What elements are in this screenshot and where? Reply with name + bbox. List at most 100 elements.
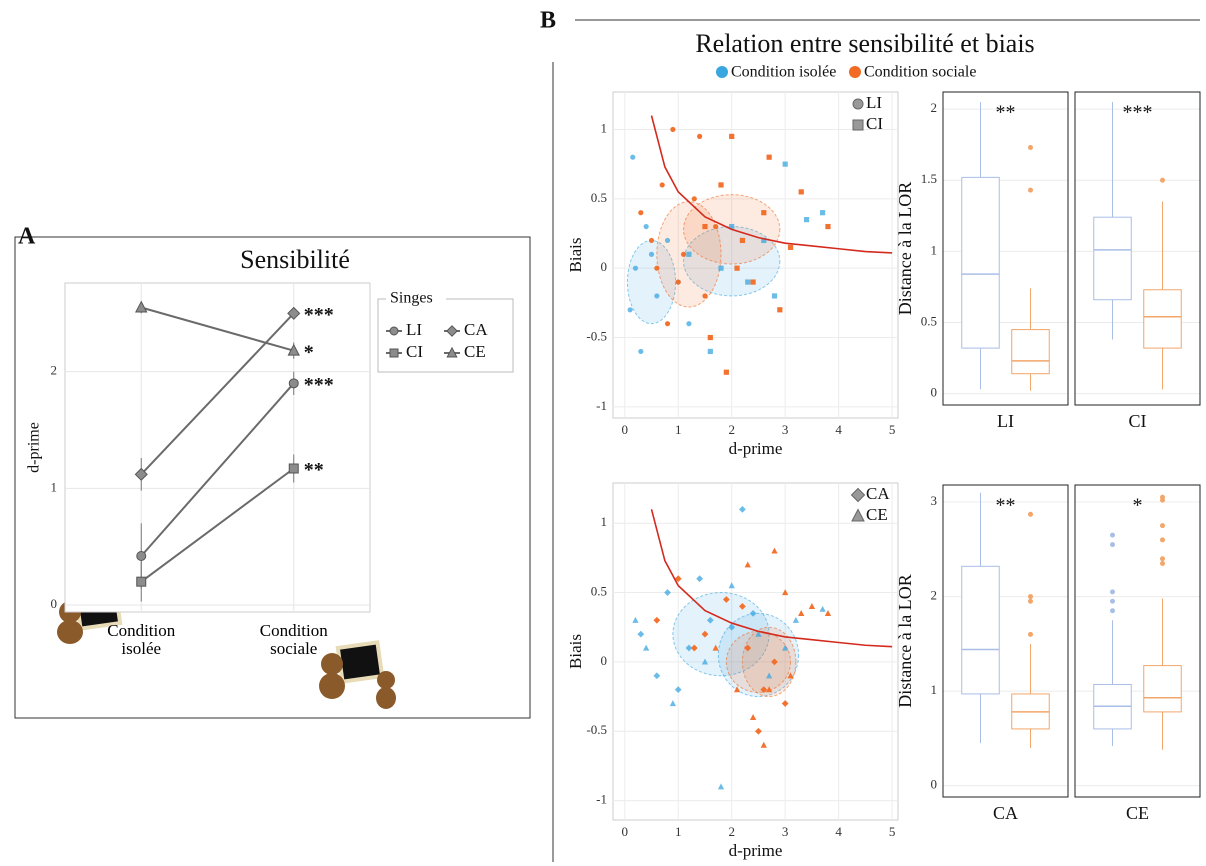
x-tick-label: 2 (728, 422, 735, 437)
plot-background (612, 482, 899, 821)
point (761, 210, 767, 216)
box (1093, 216, 1132, 301)
point (674, 686, 682, 694)
point (744, 644, 752, 652)
legend-label: CE (866, 505, 888, 524)
legend-marker (389, 326, 399, 336)
outlier (1028, 594, 1033, 600)
outlier (1028, 631, 1033, 637)
x-tick-label: 3 (782, 824, 789, 839)
x-tick-label: 5 (889, 422, 896, 437)
monkey-icon-social (319, 640, 396, 709)
legend-title-bg (386, 290, 446, 308)
point (686, 321, 692, 327)
point (643, 223, 649, 230)
point (760, 741, 767, 748)
point (659, 182, 665, 188)
y-tick-label: 0 (931, 385, 938, 400)
point (713, 223, 719, 230)
panel-a-frame (14, 236, 531, 719)
point (718, 265, 724, 271)
point (824, 609, 832, 616)
point (798, 609, 805, 616)
point (755, 630, 762, 637)
x-axis-label: d-prime (729, 841, 783, 860)
point (760, 686, 768, 694)
point (674, 575, 682, 583)
legend-label: LI (406, 320, 422, 339)
x-tick-label-box: Condition isolée (107, 622, 175, 658)
point (729, 133, 735, 139)
chart-title: Relation entre sensibilité et biais (695, 29, 1034, 58)
point (287, 306, 301, 320)
x-axis-label: d-prime (729, 439, 783, 458)
y-tick-label: 0 (601, 653, 608, 668)
significance-stars: ** (996, 102, 1016, 124)
outlier (1028, 144, 1033, 150)
point (766, 672, 773, 679)
point (648, 251, 655, 257)
point (766, 686, 773, 693)
x-tick-label: 5 (889, 824, 896, 839)
point (701, 658, 709, 665)
point (820, 210, 826, 216)
facet-frame (942, 91, 1069, 406)
legend-marker (850, 487, 866, 503)
point (782, 161, 788, 167)
y-tick-label: -0.5 (586, 329, 607, 344)
point (745, 279, 751, 285)
point (135, 300, 148, 313)
y-axis-label: Biais (566, 634, 585, 669)
facet-frame (1074, 484, 1201, 798)
point (288, 378, 299, 389)
point (825, 223, 831, 230)
legend-marker (389, 348, 399, 358)
legend-marker (446, 325, 458, 337)
point (761, 237, 767, 244)
y-tick-label: 2 (931, 588, 938, 603)
y-tick-label: -0.5 (586, 722, 607, 737)
point (771, 658, 778, 666)
point (630, 154, 636, 160)
legend-label: CI (866, 114, 883, 133)
point (733, 686, 741, 693)
x-tick-label-box: Condition sociale (260, 622, 328, 658)
point (690, 644, 698, 652)
point (782, 589, 789, 596)
x-tick-label: 3 (782, 422, 789, 437)
box (1011, 329, 1050, 375)
point (706, 616, 714, 624)
point (707, 334, 713, 341)
plot-background (612, 91, 899, 419)
y-tick-label: 0.5 (591, 190, 607, 205)
outlier (1160, 523, 1165, 529)
y-axis-label: Distance à la LOR (895, 574, 915, 707)
y-axis-label: Biais (566, 238, 585, 273)
significance-stars: *** (1123, 102, 1153, 124)
outlier (1028, 598, 1033, 604)
y-axis-label: Distance à la LOR (895, 182, 915, 315)
point (798, 189, 804, 195)
x-tick-label: 0 (622, 422, 629, 437)
point (664, 321, 671, 327)
point (808, 603, 816, 610)
series-line (140, 312, 295, 476)
point (664, 237, 671, 244)
point (707, 348, 713, 355)
x-tick-label: 1 (675, 422, 682, 437)
box (961, 176, 1000, 349)
point (792, 616, 799, 623)
point (686, 251, 692, 257)
legend-box (377, 298, 514, 373)
point (653, 672, 661, 680)
plot-background (64, 282, 371, 613)
point (287, 343, 300, 356)
point (702, 293, 708, 299)
legend-marker (446, 346, 458, 358)
point (664, 589, 671, 596)
point (749, 609, 757, 617)
point (728, 582, 735, 589)
y-tick-label: 1 (601, 120, 608, 135)
point (749, 713, 757, 720)
